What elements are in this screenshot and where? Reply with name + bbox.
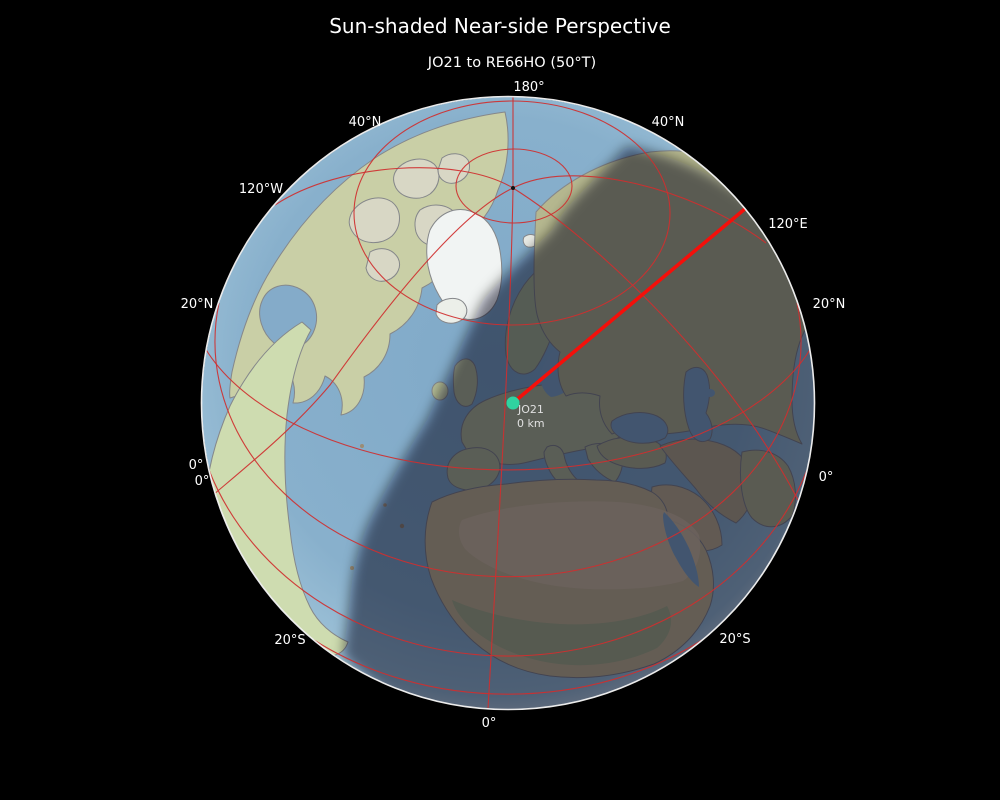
cape-verde <box>350 566 354 570</box>
globe-limb <box>200 95 816 711</box>
station-marker <box>506 396 520 410</box>
tick-180: 180° <box>513 80 544 95</box>
iceland <box>435 297 468 324</box>
parallel-20s <box>313 639 703 695</box>
tick-20s-left: 20°S <box>274 633 305 648</box>
tick-20n-left: 20°N <box>181 297 214 312</box>
tick-40n-right: 40°N <box>652 115 685 130</box>
meridian-60w-120e <box>212 175 767 496</box>
tick-20s-right: 20°S <box>719 632 750 647</box>
tick-40n-left: 40°N <box>349 115 382 130</box>
arctic-island <box>365 248 401 282</box>
tick-0-bottom: 0° <box>482 716 497 731</box>
parallel-20n <box>214 302 802 578</box>
arctic-island <box>437 153 471 184</box>
azores <box>360 444 364 448</box>
meridian-180-0 <box>487 97 514 709</box>
parallel-equator <box>208 469 808 657</box>
globe-disc <box>202 97 814 709</box>
page-title: Sun-shaded Near-side Perspective <box>329 14 671 38</box>
night-shade <box>343 146 814 709</box>
tick-20n-right: 20°N <box>813 297 846 312</box>
parallel-80n <box>455 148 573 224</box>
arctic-island <box>348 197 400 243</box>
station-distance: 0 km <box>517 417 545 430</box>
graticule <box>202 97 814 709</box>
parallel-40n <box>202 124 814 471</box>
tick-120w: 120°W <box>239 182 283 197</box>
arctic-island <box>393 158 440 199</box>
tick-0-left-a: 0° <box>189 458 204 473</box>
subtitle: JO21 to RE66HO (50°T) <box>427 55 596 71</box>
station-label: JO21 <box>517 403 544 416</box>
tick-0-right: 0° <box>819 470 834 485</box>
parallel-60n <box>353 100 671 326</box>
course-line <box>512 206 748 404</box>
tick-0-left-b: 0° <box>195 474 210 489</box>
tick-120e: 120°E <box>768 217 808 232</box>
meridian-120w-60e <box>274 167 799 501</box>
north-pole-point <box>511 186 515 190</box>
